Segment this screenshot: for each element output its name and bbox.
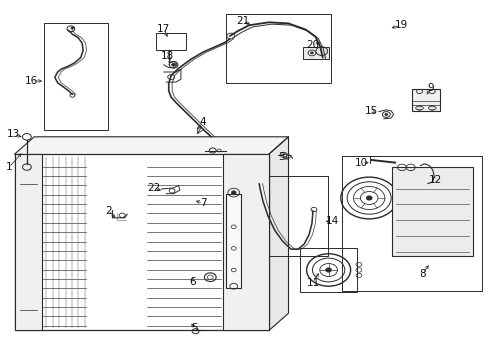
Circle shape xyxy=(366,196,371,200)
Text: 9: 9 xyxy=(426,83,433,93)
Bar xyxy=(299,248,356,292)
Circle shape xyxy=(231,191,236,194)
Text: 7: 7 xyxy=(199,198,206,208)
Text: 17: 17 xyxy=(157,24,170,34)
Text: 10: 10 xyxy=(355,158,367,168)
Bar xyxy=(15,154,41,330)
Text: 11: 11 xyxy=(305,278,319,288)
Text: 12: 12 xyxy=(427,175,441,185)
Text: 19: 19 xyxy=(393,20,407,30)
Text: 8: 8 xyxy=(419,269,426,279)
Circle shape xyxy=(171,63,175,66)
Bar xyxy=(411,89,439,111)
Circle shape xyxy=(310,52,313,54)
Bar xyxy=(156,33,185,50)
Bar xyxy=(226,194,241,288)
Bar xyxy=(225,14,330,83)
Text: 4: 4 xyxy=(199,117,206,127)
Bar xyxy=(342,156,481,291)
Bar xyxy=(303,47,328,59)
Bar xyxy=(251,176,327,256)
Ellipse shape xyxy=(415,106,423,110)
Text: 2: 2 xyxy=(105,206,112,216)
Polygon shape xyxy=(15,137,288,154)
Text: 15: 15 xyxy=(364,105,378,116)
Text: 5: 5 xyxy=(191,323,198,333)
Text: 13: 13 xyxy=(7,129,20,139)
Text: 21: 21 xyxy=(236,16,249,26)
Bar xyxy=(15,154,268,330)
Text: 3: 3 xyxy=(277,152,284,162)
Text: 18: 18 xyxy=(161,51,174,61)
Circle shape xyxy=(384,113,387,116)
Text: 16: 16 xyxy=(25,76,39,86)
Text: 6: 6 xyxy=(188,276,195,287)
Bar xyxy=(391,167,472,256)
Bar xyxy=(44,23,107,130)
Text: 14: 14 xyxy=(325,216,339,226)
Text: 20: 20 xyxy=(306,40,319,50)
Polygon shape xyxy=(268,137,288,330)
Circle shape xyxy=(71,27,74,29)
Ellipse shape xyxy=(427,106,435,110)
Circle shape xyxy=(325,268,331,272)
Text: 22: 22 xyxy=(147,183,161,193)
Bar xyxy=(223,154,268,330)
Text: 1: 1 xyxy=(5,162,12,172)
